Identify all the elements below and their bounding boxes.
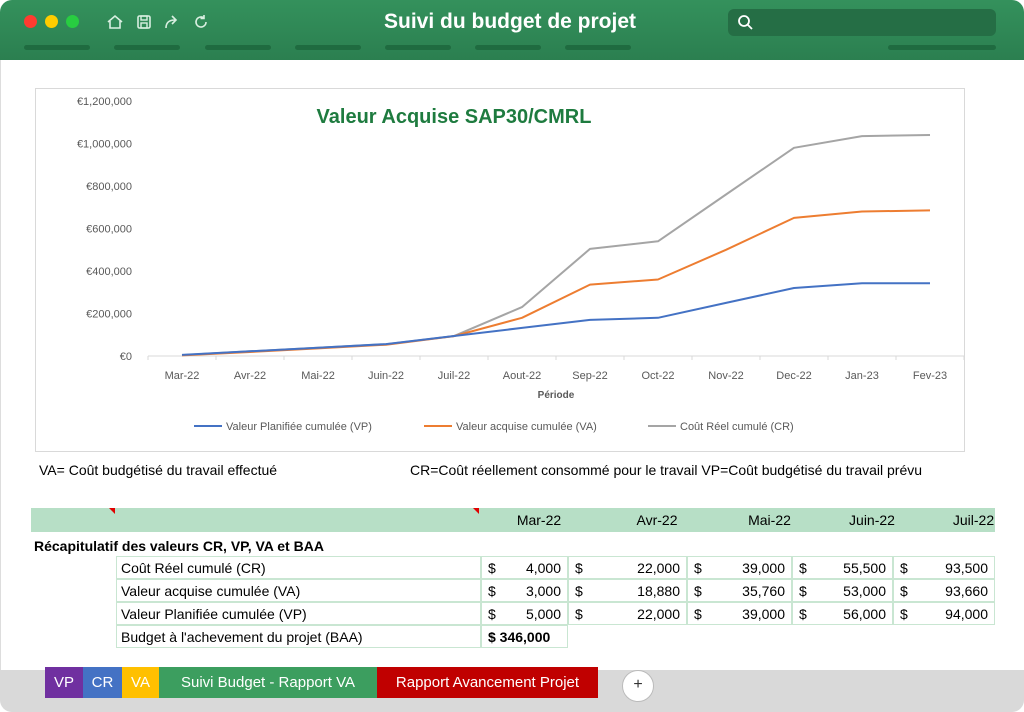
x-axis-title: Période: [538, 390, 575, 401]
ribbon-tab-placeholder[interactable]: [565, 45, 631, 50]
sheet-tab-rapport-avancement[interactable]: Rapport Avancement Projet: [377, 667, 598, 698]
comment-marker[interactable]: [473, 508, 479, 514]
sheet-tab-bar: VP CR VA Suivi Budget - Rapport VA Rappo…: [0, 667, 1024, 712]
series-line-2: [181, 134, 931, 357]
x-tick-label: Jan-23: [845, 370, 879, 382]
y-tick-label: €1,000,000: [77, 139, 132, 151]
baa-value-cell[interactable]: $ 346,000: [481, 625, 568, 648]
row-label[interactable]: Valeur acquise cumulée (VA): [116, 579, 481, 602]
value-cell[interactable]: $18,880: [568, 579, 687, 602]
table-row: Valeur acquise cumulée (VA) $3,000 $18,8…: [1, 579, 1024, 602]
x-tick-label: Oct-22: [641, 370, 674, 382]
ribbon-tab-placeholder[interactable]: [475, 45, 541, 50]
row-label[interactable]: Budget à l'achevement du projet (BAA): [116, 625, 481, 648]
refresh-icon[interactable]: [192, 13, 210, 31]
x-tick-label: Mai-22: [301, 370, 335, 382]
legend-label: Valeur Planifiée cumulée (VP): [226, 421, 372, 433]
value-cell[interactable]: $39,000: [687, 602, 792, 625]
x-tick-label: Avr-22: [234, 370, 266, 382]
y-tick-label: €800,000: [86, 181, 132, 193]
ribbon-tab-placeholder[interactable]: [295, 45, 361, 50]
value-cell[interactable]: $93,660: [893, 579, 995, 602]
value-cell[interactable]: $94,000: [893, 602, 995, 625]
month-header[interactable]: Mai-22: [748, 512, 791, 528]
save-icon[interactable]: [135, 13, 153, 31]
series-line-0: [181, 282, 930, 356]
y-tick-label: €1,200,000: [77, 96, 132, 108]
table-header-row: Mar-22 Avr-22 Mai-22 Juin-22 Juil-22: [31, 508, 995, 532]
x-tick-label: Juil-22: [438, 370, 470, 382]
sheet-tab-cr[interactable]: CR: [83, 667, 122, 698]
table-row: Valeur Planifiée cumulée (VP) $5,000 $22…: [1, 602, 1024, 625]
month-header[interactable]: Avr-22: [636, 512, 678, 528]
search-input[interactable]: [728, 9, 996, 36]
x-tick-label: Juin-22: [368, 370, 404, 382]
y-tick-label: €600,000: [86, 224, 132, 236]
chart-canvas: Valeur Acquise SAP30/CMRL €0 €200,000 €400,…: [77, 96, 964, 433]
table-row: Budget à l'achevement du projet (BAA) $ …: [1, 625, 1024, 648]
x-tick-label: Fev-23: [913, 370, 947, 382]
value-cell[interactable]: $22,000: [568, 556, 687, 579]
x-tick-label: Nov-22: [708, 370, 743, 382]
add-sheet-button[interactable]: +: [622, 670, 654, 702]
sheet-tab-va[interactable]: VA: [122, 667, 159, 698]
month-header[interactable]: Mar-22: [516, 512, 562, 528]
value-cell[interactable]: $55,500: [792, 556, 893, 579]
x-tick-label: Mar-22: [165, 370, 200, 382]
maximize-window-button[interactable]: [66, 15, 79, 28]
earned-value-chart[interactable]: Valeur Acquise SAP30/CMRL €0 €200,000 €400,…: [35, 88, 965, 452]
home-icon[interactable]: [106, 13, 124, 31]
month-header[interactable]: Juin-22: [849, 512, 895, 528]
ribbon-tab-placeholder[interactable]: [385, 45, 451, 50]
value-cell[interactable]: $53,000: [792, 579, 893, 602]
value-cell[interactable]: $93,500: [893, 556, 995, 579]
share-icon[interactable]: [163, 13, 181, 31]
spreadsheet-area[interactable]: Valeur Acquise SAP30/CMRL €0 €200,000 €400,…: [0, 60, 1024, 670]
value-cell[interactable]: $56,000: [792, 602, 893, 625]
value-cell[interactable]: $5,000: [481, 602, 568, 625]
close-window-button[interactable]: [24, 15, 37, 28]
series-line-1: [181, 209, 931, 357]
minimize-window-button[interactable]: [45, 15, 58, 28]
sheet-tab-vp[interactable]: VP: [45, 667, 83, 698]
row-label[interactable]: Coût Réel cumulé (CR): [116, 556, 481, 579]
ribbon-tab-placeholder[interactable]: [24, 45, 90, 50]
x-tick-label: Sep-22: [572, 370, 607, 382]
window-title: Suivi du budget de projet: [384, 10, 636, 33]
x-tick-label: Dec-22: [776, 370, 811, 382]
y-tick-label: €0: [120, 351, 132, 363]
x-tick-label: Aout-22: [503, 370, 542, 382]
table-row: Coût Réel cumulé (CR) $4,000 $22,000 $39…: [1, 556, 1024, 579]
title-bar: Suivi du budget de projet: [0, 0, 1024, 60]
value-cell[interactable]: $4,000: [481, 556, 568, 579]
y-tick-label: €200,000: [86, 309, 132, 321]
legend-label: Coût Réel cumulé (CR): [680, 421, 794, 433]
value-cell[interactable]: $22,000: [568, 602, 687, 625]
note-va: VA= Coût budgétisé du travail effectué: [39, 462, 278, 478]
month-header[interactable]: Juil-22: [952, 512, 995, 528]
note-cr-vp: CR=Coût réellement consommé pour le trav…: [410, 462, 923, 478]
y-tick-label: €400,000: [86, 266, 132, 278]
sheet-tab-suivi-budget[interactable]: Suivi Budget - Rapport VA: [159, 667, 377, 698]
legend-label: Valeur acquise cumulée (VA): [456, 421, 597, 433]
ribbon-tab-placeholder[interactable]: [114, 45, 180, 50]
row-label[interactable]: Valeur Planifiée cumulée (VP): [116, 602, 481, 625]
summary-title[interactable]: Récapitulatif des valeurs CR, VP, VA et …: [34, 538, 324, 554]
ribbon-tab-placeholder[interactable]: [205, 45, 271, 50]
value-cell[interactable]: $3,000: [481, 579, 568, 602]
chart-title: Valeur Acquise SAP30/CMRL: [317, 106, 592, 128]
search-icon: [738, 15, 753, 30]
value-cell[interactable]: $35,760: [687, 579, 792, 602]
value-cell[interactable]: $39,000: [687, 556, 792, 579]
ribbon-tab-placeholder[interactable]: [888, 45, 996, 50]
comment-marker[interactable]: [109, 508, 115, 514]
